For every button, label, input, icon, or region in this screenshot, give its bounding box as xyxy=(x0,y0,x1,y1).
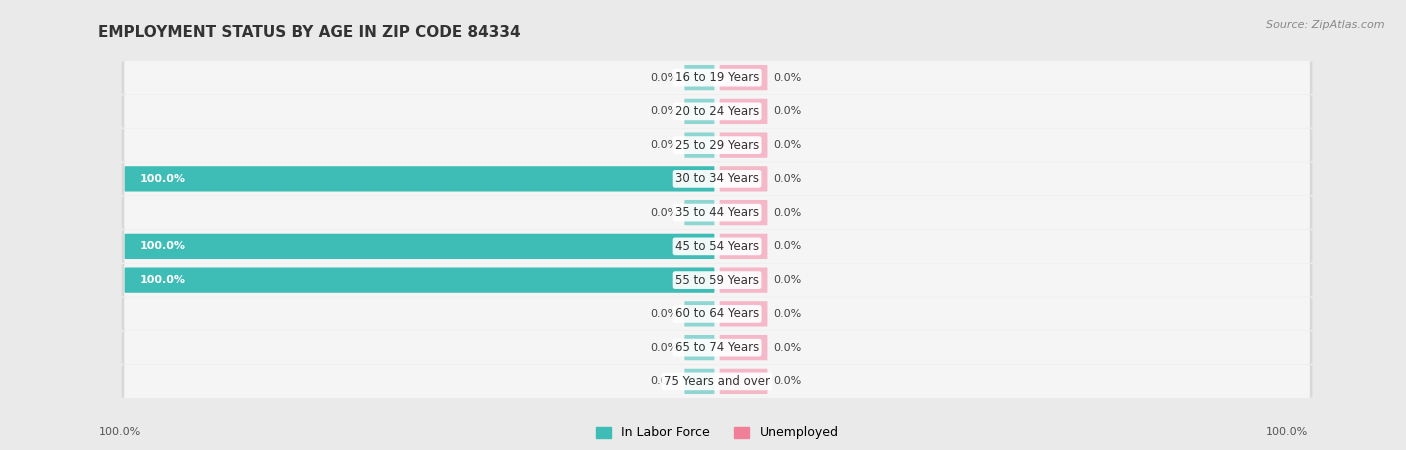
Text: 100.0%: 100.0% xyxy=(139,174,186,184)
Text: 0.0%: 0.0% xyxy=(773,174,801,184)
FancyBboxPatch shape xyxy=(122,163,1312,195)
FancyBboxPatch shape xyxy=(122,298,1312,330)
Text: 0.0%: 0.0% xyxy=(651,342,679,353)
Text: 55 to 59 Years: 55 to 59 Years xyxy=(675,274,759,287)
Text: 0.0%: 0.0% xyxy=(651,140,679,150)
FancyBboxPatch shape xyxy=(125,166,714,192)
Text: 0.0%: 0.0% xyxy=(651,72,679,83)
Text: 0.0%: 0.0% xyxy=(773,106,801,117)
Text: 35 to 44 Years: 35 to 44 Years xyxy=(675,206,759,219)
Text: 100.0%: 100.0% xyxy=(139,241,186,252)
Text: 60 to 64 Years: 60 to 64 Years xyxy=(675,307,759,320)
FancyBboxPatch shape xyxy=(685,200,714,225)
Text: 0.0%: 0.0% xyxy=(773,309,801,319)
Text: 0.0%: 0.0% xyxy=(651,106,679,117)
Text: 100.0%: 100.0% xyxy=(139,275,186,285)
Text: 0.0%: 0.0% xyxy=(773,72,801,83)
Text: 0.0%: 0.0% xyxy=(773,376,801,387)
FancyBboxPatch shape xyxy=(720,99,768,124)
Text: 30 to 34 Years: 30 to 34 Years xyxy=(675,172,759,185)
FancyBboxPatch shape xyxy=(124,230,1310,263)
FancyBboxPatch shape xyxy=(720,65,768,90)
FancyBboxPatch shape xyxy=(122,230,1312,262)
Text: 16 to 19 Years: 16 to 19 Years xyxy=(675,71,759,84)
FancyBboxPatch shape xyxy=(685,301,714,327)
FancyBboxPatch shape xyxy=(124,331,1310,364)
FancyBboxPatch shape xyxy=(685,369,714,394)
FancyBboxPatch shape xyxy=(720,369,768,394)
Text: 100.0%: 100.0% xyxy=(98,427,141,437)
Text: 100.0%: 100.0% xyxy=(1265,427,1308,437)
FancyBboxPatch shape xyxy=(124,297,1310,331)
Text: 45 to 54 Years: 45 to 54 Years xyxy=(675,240,759,253)
FancyBboxPatch shape xyxy=(124,128,1310,162)
FancyBboxPatch shape xyxy=(720,267,768,293)
Text: Source: ZipAtlas.com: Source: ZipAtlas.com xyxy=(1267,20,1385,30)
Legend: In Labor Force, Unemployed: In Labor Force, Unemployed xyxy=(591,421,844,445)
Text: 0.0%: 0.0% xyxy=(773,342,801,353)
FancyBboxPatch shape xyxy=(685,99,714,124)
Text: 20 to 24 Years: 20 to 24 Years xyxy=(675,105,759,118)
Text: 75 Years and over: 75 Years and over xyxy=(664,375,770,388)
FancyBboxPatch shape xyxy=(122,332,1312,364)
FancyBboxPatch shape xyxy=(124,61,1310,94)
Text: 0.0%: 0.0% xyxy=(651,309,679,319)
FancyBboxPatch shape xyxy=(122,95,1312,127)
FancyBboxPatch shape xyxy=(122,62,1312,94)
FancyBboxPatch shape xyxy=(124,94,1310,128)
FancyBboxPatch shape xyxy=(125,267,714,293)
FancyBboxPatch shape xyxy=(720,132,768,158)
FancyBboxPatch shape xyxy=(124,263,1310,297)
FancyBboxPatch shape xyxy=(720,166,768,192)
Text: EMPLOYMENT STATUS BY AGE IN ZIP CODE 84334: EMPLOYMENT STATUS BY AGE IN ZIP CODE 843… xyxy=(98,25,522,40)
FancyBboxPatch shape xyxy=(685,335,714,360)
Text: 0.0%: 0.0% xyxy=(773,207,801,218)
FancyBboxPatch shape xyxy=(720,234,768,259)
Text: 25 to 29 Years: 25 to 29 Years xyxy=(675,139,759,152)
Text: 65 to 74 Years: 65 to 74 Years xyxy=(675,341,759,354)
Text: 0.0%: 0.0% xyxy=(651,207,679,218)
FancyBboxPatch shape xyxy=(720,200,768,225)
FancyBboxPatch shape xyxy=(124,162,1310,196)
FancyBboxPatch shape xyxy=(122,264,1312,296)
FancyBboxPatch shape xyxy=(685,132,714,158)
Text: 0.0%: 0.0% xyxy=(773,140,801,150)
Text: 0.0%: 0.0% xyxy=(773,275,801,285)
FancyBboxPatch shape xyxy=(720,301,768,327)
Text: 0.0%: 0.0% xyxy=(773,241,801,252)
FancyBboxPatch shape xyxy=(720,335,768,360)
FancyBboxPatch shape xyxy=(122,197,1312,229)
FancyBboxPatch shape xyxy=(122,129,1312,161)
FancyBboxPatch shape xyxy=(685,65,714,90)
FancyBboxPatch shape xyxy=(124,196,1310,230)
FancyBboxPatch shape xyxy=(124,364,1310,398)
FancyBboxPatch shape xyxy=(125,234,714,259)
Text: 0.0%: 0.0% xyxy=(651,376,679,387)
FancyBboxPatch shape xyxy=(122,365,1312,397)
